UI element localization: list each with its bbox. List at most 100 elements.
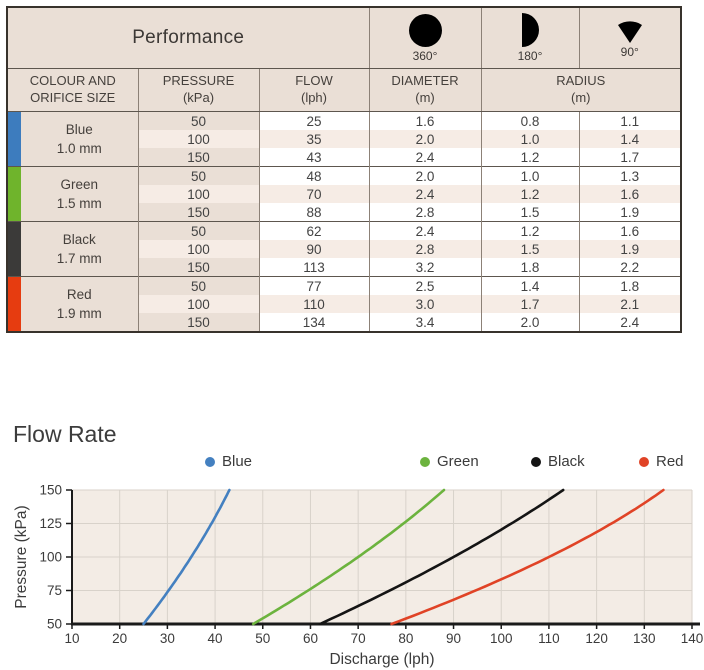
table-row: Blue 1.0 mm 50 25 1.6 0.8 1.1 xyxy=(6,111,682,167)
table-row: 100 90 2.8 1.5 1.9 xyxy=(7,240,682,258)
col-header-flow: FLOW (lph) xyxy=(258,68,370,112)
colour-strip xyxy=(8,222,21,276)
radius-90-value: 1.6 xyxy=(578,185,682,203)
colour-cell-blue: Blue 1.0 mm xyxy=(6,111,139,167)
radius-180-value: 1.8 xyxy=(480,258,580,277)
radius-180-value: 0.8 xyxy=(480,111,580,130)
svg-text:30: 30 xyxy=(160,631,175,646)
pattern-label: 180° xyxy=(517,49,543,63)
chart-legend: Blue Green Black Red xyxy=(0,448,704,474)
diameter-value: 3.0 xyxy=(368,295,482,313)
svg-text:130: 130 xyxy=(633,631,656,646)
table-title: Performance xyxy=(6,7,370,69)
svg-text:Discharge (lph): Discharge (lph) xyxy=(329,651,434,668)
table-row: 150 88 2.8 1.5 1.9 xyxy=(7,203,682,222)
colour-strip xyxy=(8,112,21,166)
blue-dot-icon xyxy=(205,456,215,467)
svg-text:10: 10 xyxy=(64,631,79,646)
radius-180-value: 1.2 xyxy=(480,148,580,167)
col-header-diameter: DIAMETER (m) xyxy=(368,68,482,112)
diameter-value: 2.0 xyxy=(368,130,482,148)
legend-item-green: Green xyxy=(420,453,479,470)
radius-90-value: 2.4 xyxy=(578,313,682,332)
flow-value: 25 xyxy=(258,111,370,130)
pattern-180-cell: 180° xyxy=(480,7,580,69)
pressure-value: 150 xyxy=(137,203,260,222)
diameter-value: 2.4 xyxy=(368,148,482,167)
svg-text:70: 70 xyxy=(351,631,366,646)
radius-180-value: 1.7 xyxy=(480,295,580,313)
diameter-value: 3.4 xyxy=(368,313,482,332)
flow-value: 62 xyxy=(258,221,370,240)
table-row: Black 1.7 mm 50 62 2.4 1.2 1.6 xyxy=(6,221,682,277)
radius-180-value: 1.4 xyxy=(480,276,580,295)
radius-180-value: 1.2 xyxy=(480,221,580,240)
colour-cell-black: Black 1.7 mm xyxy=(6,221,139,277)
pressure-value: 50 xyxy=(137,166,260,185)
legend-label: Green xyxy=(437,453,479,470)
radius-180-value: 1.0 xyxy=(480,130,580,148)
radius-90-value: 1.4 xyxy=(578,130,682,148)
svg-text:50: 50 xyxy=(47,617,62,632)
colour-cell-green: Green 1.5 mm xyxy=(6,166,139,222)
radius-90-value: 1.9 xyxy=(578,203,682,222)
legend-item-black: Black xyxy=(531,453,585,470)
performance-table: Performance 360° 180° 90° xyxy=(6,6,682,333)
radius-90-value: 1.9 xyxy=(578,240,682,258)
svg-text:120: 120 xyxy=(585,631,608,646)
pressure-value: 150 xyxy=(137,148,260,167)
svg-text:80: 80 xyxy=(398,631,413,646)
pressure-value: 50 xyxy=(137,111,260,130)
radius-180-value: 1.2 xyxy=(480,185,580,203)
table-row: Red 1.9 mm 50 77 2.5 1.4 1.8 xyxy=(6,276,682,332)
column-header-row: COLOUR AND ORIFICE SIZE PRESSURE (kPa) F… xyxy=(6,68,682,112)
diameter-value: 2.5 xyxy=(368,276,482,295)
flow-value: 70 xyxy=(258,185,370,203)
legend-label: Blue xyxy=(222,453,253,470)
flow-value: 110 xyxy=(258,295,370,313)
pressure-value: 150 xyxy=(137,313,260,332)
flow-value: 77 xyxy=(258,276,370,295)
orifice-size: 1.7 mm xyxy=(56,250,102,266)
radius-90-value: 2.1 xyxy=(578,295,682,313)
svg-text:150: 150 xyxy=(39,483,62,498)
pressure-value: 100 xyxy=(137,240,260,258)
pattern-90-cell: 90° xyxy=(578,7,682,69)
svg-text:Pressure (kPa): Pressure (kPa) xyxy=(13,505,30,608)
pattern-label: 360° xyxy=(412,48,438,63)
orifice-size: 1.9 mm xyxy=(56,305,102,321)
radius-180-value: 1.5 xyxy=(480,240,580,258)
group-name: Black xyxy=(62,231,96,247)
half-circle-icon xyxy=(521,13,539,47)
col-header-radius: RADIUS (m) xyxy=(480,68,682,112)
svg-text:90: 90 xyxy=(446,631,461,646)
radius-180-value: 1.5 xyxy=(480,203,580,222)
svg-text:20: 20 xyxy=(112,631,127,646)
flow-value: 35 xyxy=(258,130,370,148)
pattern-label: 90° xyxy=(620,45,639,59)
svg-text:50: 50 xyxy=(255,631,270,646)
diameter-value: 2.4 xyxy=(368,185,482,203)
pressure-value: 50 xyxy=(137,221,260,240)
group-name: Green xyxy=(60,176,99,192)
radius-180-value: 1.0 xyxy=(480,166,580,185)
legend-item-red: Red xyxy=(639,453,684,470)
svg-text:60: 60 xyxy=(303,631,318,646)
flow-value: 48 xyxy=(258,166,370,185)
svg-text:40: 40 xyxy=(208,631,223,646)
svg-text:100: 100 xyxy=(490,631,513,646)
quarter-circle-icon xyxy=(617,21,642,43)
pattern-360-cell: 360° xyxy=(368,7,482,69)
radius-90-value: 1.1 xyxy=(578,111,682,130)
pressure-value: 150 xyxy=(137,258,260,277)
chart-title: Flow Rate xyxy=(13,421,117,447)
flow-value: 88 xyxy=(258,203,370,222)
col-header-colour: COLOUR AND ORIFICE SIZE xyxy=(6,68,139,112)
flow-value: 113 xyxy=(258,258,370,277)
svg-text:110: 110 xyxy=(538,631,560,646)
table-row: 150 134 3.4 2.0 2.4 xyxy=(7,313,682,332)
table-row: 100 35 2.0 1.0 1.4 xyxy=(7,130,682,148)
table-row: 150 43 2.4 1.2 1.7 xyxy=(7,148,682,167)
radius-90-value: 1.8 xyxy=(578,276,682,295)
legend-item-blue: Blue xyxy=(205,453,252,470)
